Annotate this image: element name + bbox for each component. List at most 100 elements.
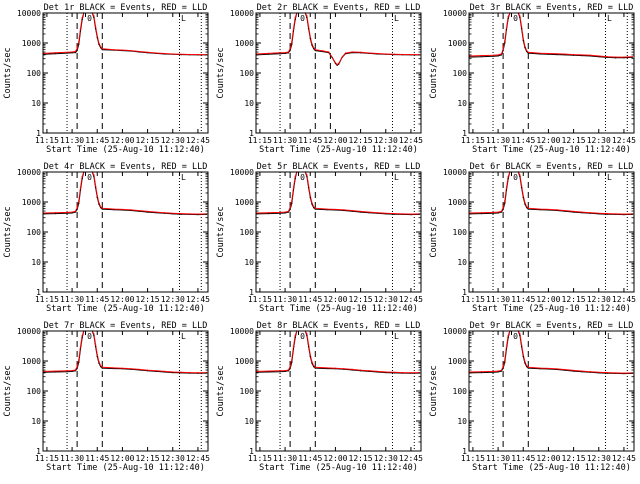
lld-point: [100, 206, 102, 208]
y-tick-label: 1000: [22, 357, 41, 366]
x-tick-label: 11:30: [486, 295, 510, 304]
lld-point: [163, 52, 165, 55]
events-point: [309, 356, 311, 358]
lld-point: [314, 207, 316, 209]
events-point: [76, 49, 78, 52]
x-tick-label: 11:15: [461, 295, 485, 304]
events-point: [311, 362, 313, 364]
y-tick-label: 100: [27, 69, 42, 78]
lld-point: [492, 370, 494, 373]
lld-point: [172, 371, 174, 373]
y-axis-label: Counts/sec: [429, 365, 439, 416]
events-point: [492, 371, 494, 373]
plot-frame: [468, 12, 635, 134]
lld-point: [401, 372, 404, 374]
x-axis-label: Start Time (25-Aug-10 11:12:40): [46, 463, 205, 473]
y-tick-label: 100: [27, 387, 42, 396]
lld-point: [572, 210, 575, 213]
y-tick-label: 10000: [230, 9, 254, 18]
x-tick-label: 12:30: [161, 136, 185, 145]
lld-point: [54, 212, 56, 214]
lld-point: [393, 213, 395, 215]
lld-point: [547, 208, 550, 211]
events-point: [94, 28, 97, 30]
panel-title: Det 1r BLACK = Events, RED = LLD: [44, 3, 208, 13]
x-tick-label: 12:30: [161, 454, 185, 463]
events-point: [66, 52, 68, 54]
lld-point: [524, 202, 526, 204]
y-tick-label: 1: [36, 288, 41, 297]
lld-point: [180, 213, 182, 215]
lld-point: [507, 16, 509, 18]
x-tick-label: 12:00: [536, 136, 560, 145]
events-point: [100, 366, 102, 368]
lld-point: [500, 210, 503, 212]
events-point: [287, 211, 290, 213]
lld-series-line: [256, 12, 420, 66]
events-point: [284, 212, 286, 214]
lld-point: [78, 200, 80, 202]
x-axis-label: Start Time (25-Aug-10 11:12:40): [472, 145, 631, 155]
panel-title: Det 7r BLACK = Events, RED = LLD: [44, 321, 208, 331]
y-tick-label: 1: [249, 447, 254, 456]
lld-point: [94, 185, 97, 187]
y-tick-label: 10000: [443, 327, 467, 336]
plot-frame: [42, 171, 209, 293]
top-marker-label: L: [607, 173, 612, 182]
lld-point: [93, 174, 95, 176]
x-tick-label: 12:15: [349, 454, 373, 463]
events-point: [309, 197, 311, 199]
x-tick-label: 12:30: [374, 454, 398, 463]
x-tick-label: 12:45: [186, 136, 210, 145]
events-point: [289, 208, 291, 211]
lld-point: [138, 50, 140, 53]
x-tick-label: 11:15: [35, 454, 59, 463]
x-tick-label: 11:30: [60, 136, 84, 145]
x-tick-label: 11:45: [85, 295, 109, 304]
y-tick-label: 1: [36, 129, 41, 138]
events-point: [79, 189, 82, 191]
lld-point: [96, 35, 98, 37]
lld-point: [279, 211, 281, 214]
events-point: [98, 362, 100, 364]
events-point: [267, 371, 269, 373]
events-point: [519, 176, 521, 178]
lld-point: [306, 174, 308, 176]
lld-point: [581, 54, 583, 56]
events-point: [311, 203, 313, 205]
plot-frame: [255, 330, 422, 452]
lld-point: [623, 372, 625, 374]
lld-point: [306, 15, 308, 17]
x-tick-label: 12:30: [374, 136, 398, 145]
y-tick-label: 1000: [235, 39, 254, 48]
events-point: [100, 47, 102, 49]
lld-point: [294, 335, 296, 337]
lld-point: [564, 53, 566, 55]
top-marker-label: L: [607, 14, 612, 23]
events-point: [74, 51, 77, 54]
events-point: [79, 348, 82, 350]
lld-point: [500, 369, 503, 371]
lld-point: [188, 53, 191, 56]
events-point: [520, 187, 523, 189]
lld-point: [480, 55, 482, 57]
y-tick-label: 10000: [17, 327, 41, 336]
lld-point: [623, 56, 625, 58]
lld-point: [287, 51, 290, 53]
x-tick-label: 11:45: [85, 136, 109, 145]
x-axis-label: Start Time (25-Aug-10 11:12:40): [472, 463, 631, 473]
events-point: [93, 335, 95, 337]
y-tick-label: 100: [453, 387, 468, 396]
lld-point: [113, 208, 115, 210]
plot-frame: [468, 171, 635, 293]
lld-point: [581, 211, 583, 213]
lld-point: [539, 208, 541, 210]
y-tick-label: 10000: [443, 9, 467, 18]
lld-point: [313, 47, 315, 49]
lld-point: [547, 367, 550, 370]
lld-point: [98, 42, 100, 44]
lld-point: [343, 209, 345, 211]
